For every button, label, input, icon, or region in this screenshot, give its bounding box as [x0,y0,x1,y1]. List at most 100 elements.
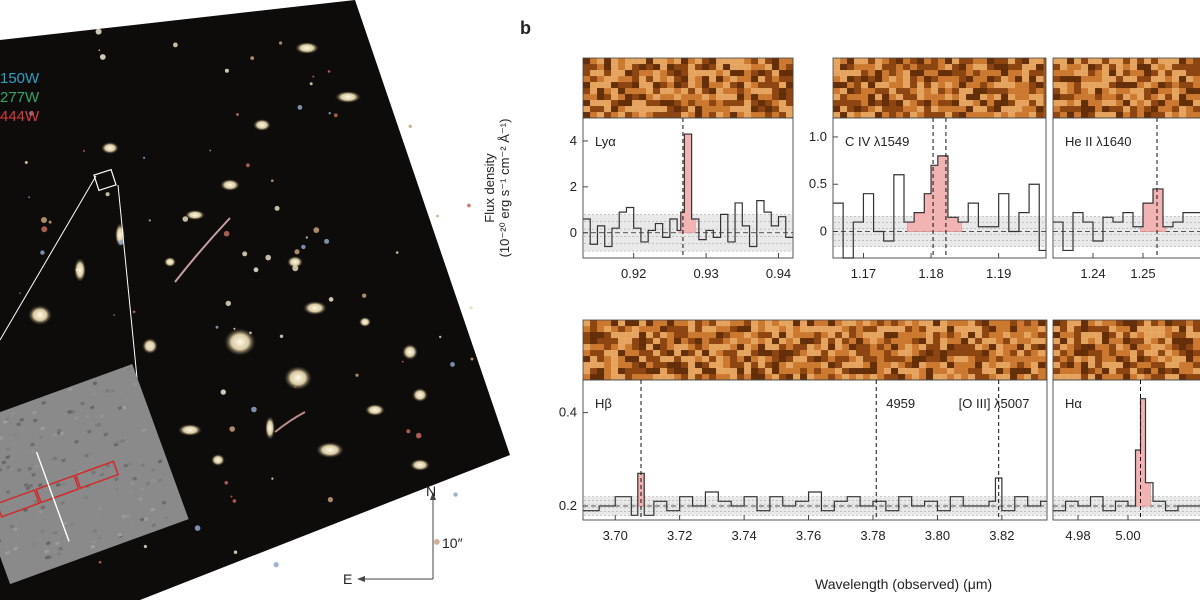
inset-pixel [113,477,119,482]
inset-pixel [31,472,37,477]
inset-pixel [91,539,97,545]
inset-pixel [61,458,66,463]
inset-pixel [123,463,129,468]
star [274,205,280,211]
galaxy [284,366,312,390]
spectrum-2d-strip [582,319,1048,381]
filter-label-f150w: 150W [0,70,40,87]
star [95,28,102,35]
inset-pixel [97,536,102,541]
star [118,240,124,245]
inset-pixel [60,482,66,487]
spectrum-panel: He II λ1640 1.24 1.25 [1052,117,1200,281]
inset-pixel [105,463,111,468]
lensing-arc [174,217,231,283]
star [301,244,306,250]
star [294,385,297,388]
inset-pixel [51,456,56,461]
inset-pixel [87,429,92,434]
star [279,334,284,338]
y-tick-label: 0.5 [809,176,827,191]
inset-pixel [99,413,105,419]
inset-pixel [138,497,143,502]
filter-label-f444w: 444W [0,108,40,125]
line-label: C IV λ1549 [845,134,909,149]
star [229,426,235,432]
star [328,112,331,115]
inset-pixel [125,513,131,518]
galaxy [74,258,86,282]
inset-pixel [99,472,105,477]
inset-pixel [141,427,147,433]
spectrum-2d-strip [1052,57,1200,119]
x-tick-label: 4.98 [1065,528,1090,543]
spectrum-line [1053,188,1200,252]
x-tick-label: 0.93 [693,266,718,281]
inset-pixel [139,517,145,522]
compass-scale: 10″ [442,535,463,551]
inset-pixel [40,505,46,510]
inset-pixel [25,486,31,491]
y-tick-label: 0.2 [559,498,577,513]
inset-pixel [45,541,51,546]
inset-pixel [97,506,102,511]
inset-pixel [76,385,82,390]
star [467,203,471,208]
zoom-line [0,175,97,341]
star [469,306,473,310]
galaxy [164,257,176,267]
galaxy [402,344,418,360]
inset-pixel [40,529,45,534]
inset-pixel [0,435,5,441]
inset-pixel [0,539,2,544]
inset-pixel [114,487,120,492]
star [225,300,231,307]
inset-pixel [132,382,138,387]
inset-pixel [59,535,65,541]
star [415,432,422,439]
spectrum-line [833,155,1046,259]
inset-pixel [92,381,98,386]
inset-pixel [13,546,19,551]
line-label: 4959 [886,396,915,411]
inset-pixel [23,547,29,553]
slit [35,474,80,504]
star [29,111,34,116]
inset-pixel [129,481,135,486]
galaxy [410,459,430,471]
galaxy [287,256,303,268]
star [355,373,359,377]
x-tick-label: 1.25 [1130,266,1155,281]
inset-pixel [40,426,45,431]
star [224,481,229,485]
star [215,325,219,329]
inset-pixel [12,527,18,532]
inset-pixel [63,521,68,526]
inset-pixel [33,499,38,504]
star [271,179,274,182]
star [24,161,28,164]
star [395,251,399,254]
y-axis-label-line2: (10⁻²⁰ erg s⁻¹ cm⁻² Å⁻¹) [497,118,512,258]
x-tick-label: 3.72 [667,528,692,543]
star [408,124,412,128]
star [105,192,110,197]
star [470,357,474,361]
inset-pixel [132,476,138,481]
inset-pixel [110,388,115,394]
x-tick-label: 1.18 [918,266,943,281]
spectrum-2d-strip [582,57,794,119]
galaxy [316,442,344,458]
star [453,492,458,497]
lensing-arc [274,411,306,433]
star [75,268,79,272]
inset-pixel [85,414,90,419]
inset-pixel [30,449,36,454]
inset-pixel [115,440,121,445]
galaxy [101,142,119,154]
inset-pixel [5,455,11,460]
inset-pixel [44,555,50,560]
inset-pixel [22,478,28,483]
inset-pixel [52,530,58,535]
inset-pixel [52,432,58,437]
